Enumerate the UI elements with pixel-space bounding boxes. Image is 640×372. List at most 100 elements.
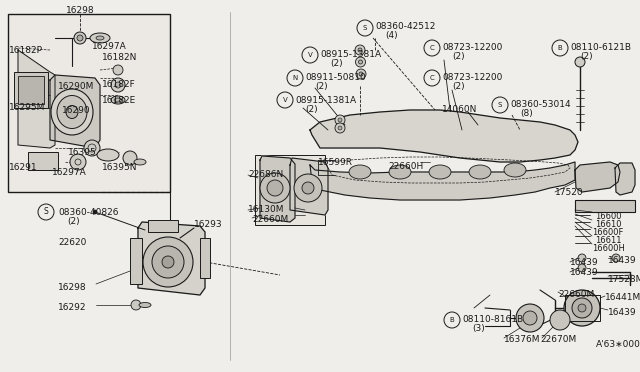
- Text: 16439: 16439: [570, 268, 598, 277]
- Text: 16439: 16439: [570, 258, 598, 267]
- Circle shape: [335, 123, 345, 133]
- Text: 16298: 16298: [66, 6, 94, 15]
- Text: 22660M: 22660M: [252, 215, 288, 224]
- Text: 16290: 16290: [62, 106, 91, 115]
- Text: B: B: [557, 45, 563, 51]
- Polygon shape: [138, 222, 205, 295]
- Text: 17528M: 17528M: [608, 275, 640, 284]
- Text: 16600H: 16600H: [592, 244, 625, 253]
- Text: (2): (2): [315, 82, 328, 91]
- Circle shape: [355, 45, 365, 55]
- Text: 16297A: 16297A: [92, 42, 127, 51]
- Polygon shape: [310, 162, 575, 200]
- Bar: [8, 14, 170, 192]
- Text: 22670M: 22670M: [540, 335, 576, 344]
- Text: 08915-1381A: 08915-1381A: [320, 50, 381, 59]
- Text: C: C: [429, 75, 435, 81]
- Circle shape: [575, 57, 585, 67]
- Text: 08360-53014: 08360-53014: [510, 100, 571, 109]
- Text: 16439: 16439: [608, 308, 637, 317]
- Text: 08723-12200: 08723-12200: [442, 43, 502, 52]
- Circle shape: [267, 180, 283, 196]
- Text: (8): (8): [520, 109, 532, 118]
- Text: 08360-40826: 08360-40826: [58, 208, 118, 217]
- Text: 08360-42512: 08360-42512: [375, 22, 435, 31]
- Text: 16295M: 16295M: [9, 103, 45, 112]
- Circle shape: [302, 182, 314, 194]
- Polygon shape: [18, 50, 55, 148]
- Text: (2): (2): [330, 59, 342, 68]
- Text: 08110-8161B: 08110-8161B: [462, 315, 523, 324]
- Circle shape: [578, 254, 586, 262]
- Circle shape: [335, 115, 345, 125]
- Text: 22660M: 22660M: [558, 290, 595, 299]
- Text: 16395: 16395: [68, 148, 97, 157]
- Circle shape: [93, 210, 97, 214]
- Bar: [18, 76, 44, 104]
- Ellipse shape: [429, 165, 451, 179]
- Text: 16182N: 16182N: [102, 53, 138, 62]
- Text: 16293: 16293: [194, 220, 223, 229]
- Circle shape: [111, 78, 125, 92]
- Ellipse shape: [97, 149, 119, 161]
- Polygon shape: [260, 156, 295, 222]
- Text: 22660H: 22660H: [388, 162, 423, 171]
- Circle shape: [356, 69, 366, 79]
- Circle shape: [572, 298, 592, 318]
- Bar: [575, 200, 635, 212]
- Ellipse shape: [111, 96, 125, 104]
- Circle shape: [84, 140, 100, 156]
- Circle shape: [74, 32, 86, 44]
- Text: 16439: 16439: [608, 256, 637, 265]
- Circle shape: [115, 82, 121, 88]
- Text: 16291: 16291: [9, 163, 38, 172]
- Text: 08915-1381A: 08915-1381A: [295, 96, 356, 105]
- Ellipse shape: [114, 98, 122, 102]
- Circle shape: [358, 48, 362, 52]
- Text: 16610: 16610: [595, 220, 621, 229]
- Circle shape: [578, 264, 586, 272]
- Polygon shape: [615, 163, 635, 195]
- Text: V: V: [283, 97, 287, 103]
- Text: (4): (4): [385, 31, 397, 40]
- Bar: [148, 220, 178, 232]
- Text: 08110-6121B: 08110-6121B: [570, 43, 631, 52]
- Polygon shape: [575, 162, 620, 192]
- Text: N: N: [292, 75, 298, 81]
- Polygon shape: [310, 110, 578, 162]
- Text: 16298: 16298: [58, 283, 86, 292]
- Ellipse shape: [66, 106, 78, 119]
- Text: 22620: 22620: [58, 238, 86, 247]
- Text: (2): (2): [67, 217, 79, 226]
- Ellipse shape: [90, 33, 110, 43]
- Circle shape: [358, 60, 362, 64]
- Circle shape: [131, 300, 141, 310]
- Circle shape: [564, 290, 600, 326]
- Circle shape: [113, 65, 123, 75]
- Bar: [255, 155, 325, 225]
- Circle shape: [550, 310, 570, 330]
- Text: 16395N: 16395N: [102, 163, 138, 172]
- Bar: [130, 238, 142, 284]
- Text: 16600F: 16600F: [592, 228, 623, 237]
- Ellipse shape: [96, 36, 104, 40]
- Circle shape: [77, 35, 83, 41]
- Circle shape: [338, 126, 342, 130]
- Text: 16290M: 16290M: [58, 82, 94, 91]
- Circle shape: [162, 256, 174, 268]
- Circle shape: [294, 174, 322, 202]
- Text: 16611: 16611: [595, 236, 621, 245]
- Text: 08723-12200: 08723-12200: [442, 73, 502, 82]
- Text: C: C: [429, 45, 435, 51]
- Text: B: B: [450, 317, 454, 323]
- Text: A'63∗000: A'63∗000: [596, 340, 640, 349]
- Circle shape: [70, 154, 86, 170]
- Text: V: V: [308, 52, 312, 58]
- Text: 16130M: 16130M: [248, 205, 285, 214]
- Text: 16182E: 16182E: [102, 96, 136, 105]
- Ellipse shape: [139, 302, 151, 308]
- Text: (2): (2): [580, 52, 593, 61]
- Bar: [565, 295, 600, 321]
- Circle shape: [578, 304, 586, 312]
- Text: 17520: 17520: [555, 188, 584, 197]
